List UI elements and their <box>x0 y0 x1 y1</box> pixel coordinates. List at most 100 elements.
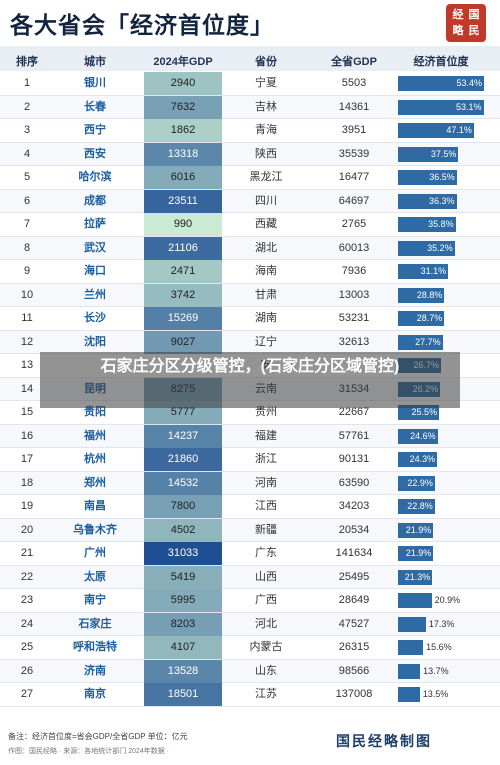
primacy-label: 24.6% <box>410 430 436 441</box>
gdp-cell: 6016 <box>144 166 222 189</box>
city-cell: 郑州 <box>84 476 106 489</box>
primacy-cell: 37.5% <box>398 143 484 166</box>
table-row: 25 呼和浩特 4107 内蒙古 26315 15.6% <box>0 636 500 660</box>
rank-cell: 25 <box>20 641 34 653</box>
rank-cell: 18 <box>20 476 34 489</box>
primacy-cell: 53.1% <box>398 96 484 119</box>
primacy-bar <box>398 475 435 491</box>
primacy-label: 21.9% <box>405 524 432 535</box>
primacy-bar <box>398 569 433 585</box>
gdp-cell: 3742 <box>144 283 222 307</box>
primacy-bar <box>398 217 456 232</box>
province-cell: 新疆 <box>255 523 277 536</box>
gdp-cell: 15269 <box>144 307 222 330</box>
primacy-label: 13.5% <box>422 689 449 699</box>
primacy-cell: 25.5% <box>398 401 484 424</box>
gdp-cell: 18501 <box>144 683 222 706</box>
province-gdp-cell: 47527 <box>338 617 370 630</box>
table-row: 21 广州 31033 广东 141634 21.9% <box>0 542 500 566</box>
gdp-cell: 7632 <box>144 95 222 119</box>
province-cell: 山西 <box>255 570 277 583</box>
rank-cell: 5 <box>23 171 31 183</box>
primacy-cell: 24.6% <box>398 425 484 448</box>
header-gdp: 2024年GDP <box>153 56 213 68</box>
province-gdp-cell: 26315 <box>338 641 370 653</box>
table-header: 排序 城市 2024年GDP 省份 全省GDP 经济首位度 <box>0 46 500 71</box>
primacy-label: 22.9% <box>407 477 433 488</box>
caption-text: 石家庄分区分级管控，(石家庄分区域管控) <box>100 358 400 375</box>
province-gdp-cell: 64697 <box>338 194 370 207</box>
gdp-cell: 1862 <box>144 119 222 142</box>
primacy-bar <box>398 99 484 115</box>
province-cell: 黑龙江 <box>249 171 283 183</box>
rank-cell: 10 <box>20 288 34 301</box>
city-cell: 海口 <box>84 265 106 277</box>
province-gdp-cell: 13003 <box>338 288 370 301</box>
rank-cell: 27 <box>20 688 34 700</box>
rank-cell: 2 <box>23 100 31 113</box>
city-cell: 乌鲁木齐 <box>73 523 117 536</box>
table-row: 3 西宁 1862 青海 3951 47.1% <box>0 119 500 143</box>
province-cell: 广西 <box>255 594 277 606</box>
gdp-cell: 990 <box>144 213 222 236</box>
primacy-label: 21.3% <box>404 571 431 582</box>
rank-cell: 12 <box>20 335 34 348</box>
province-cell: 广东 <box>255 547 277 559</box>
primacy-bar <box>398 499 435 514</box>
primacy-cell: 21.9% <box>398 542 484 565</box>
province-gdp-cell: 34203 <box>338 500 370 512</box>
table-row: 17 杭州 21860 浙江 90131 24.3% <box>0 448 500 472</box>
city-cell: 石家庄 <box>78 617 112 630</box>
header-primacy: 经济首位度 <box>413 56 469 68</box>
province-gdp-cell: 53231 <box>338 312 370 324</box>
province-gdp-cell: 2765 <box>341 218 367 230</box>
primacy-bar <box>398 193 457 209</box>
rank-cell: 21 <box>20 547 34 559</box>
province-gdp-cell: 28649 <box>338 594 370 606</box>
brand-logo: 国民经略制图 <box>336 733 432 749</box>
city-cell: 武汉 <box>84 241 106 254</box>
rank-cell: 4 <box>23 147 31 160</box>
city-cell: 太原 <box>84 570 106 583</box>
province-cell: 辽宁 <box>255 335 277 348</box>
primacy-label: 37.5% <box>430 148 457 159</box>
title-bar: 各大省会「经济首位度」 经 国 略 民 <box>0 0 500 44</box>
table-row: 2 长春 7632 吉林 14361 53.1% <box>0 95 500 119</box>
primacy-bar <box>398 240 455 256</box>
rank-cell: 16 <box>20 429 34 442</box>
province-gdp-cell: 14361 <box>338 100 370 113</box>
city-cell: 成都 <box>84 194 106 207</box>
primacy-cell: 27.7% <box>398 331 484 354</box>
primacy-label: 28.7% <box>416 313 443 323</box>
province-gdp-cell: 98566 <box>338 664 370 677</box>
primacy-bar <box>398 76 484 91</box>
city-cell: 沈阳 <box>84 335 106 348</box>
gdp-cell: 5419 <box>144 565 222 589</box>
rank-cell: 8 <box>23 241 31 254</box>
primacy-bar <box>398 522 434 538</box>
primacy-cell: 28.8% <box>398 284 484 307</box>
rank-cell: 6 <box>23 194 31 207</box>
province-cell: 山东 <box>255 664 277 677</box>
city-cell: 长沙 <box>84 312 106 324</box>
primacy-bar <box>398 287 445 303</box>
primacy-bar <box>398 546 434 561</box>
city-cell: 西宁 <box>84 124 106 136</box>
primacy-cell: 21.3% <box>398 566 484 589</box>
primacy-label: 31.1% <box>420 266 447 276</box>
city-cell: 福州 <box>84 429 106 442</box>
gdp-cell: 4107 <box>144 636 222 659</box>
primacy-label: 25.5% <box>411 407 438 417</box>
province-cell: 陕西 <box>255 147 277 160</box>
gdp-cell: 8203 <box>144 612 222 636</box>
primacy-label: 17.3% <box>428 618 455 629</box>
province-cell: 吉林 <box>255 100 277 113</box>
primacy-label: 35.2% <box>427 242 453 253</box>
province-cell: 江苏 <box>255 688 277 700</box>
primacy-bar <box>398 405 440 420</box>
primacy-cell: 22.8% <box>398 495 484 518</box>
province-cell: 宁夏 <box>255 77 277 89</box>
province-gdp-cell: 90131 <box>338 453 370 465</box>
province-cell: 福建 <box>255 429 277 442</box>
table-row: 23 南宁 5995 广西 28649 20.9% <box>0 589 500 613</box>
